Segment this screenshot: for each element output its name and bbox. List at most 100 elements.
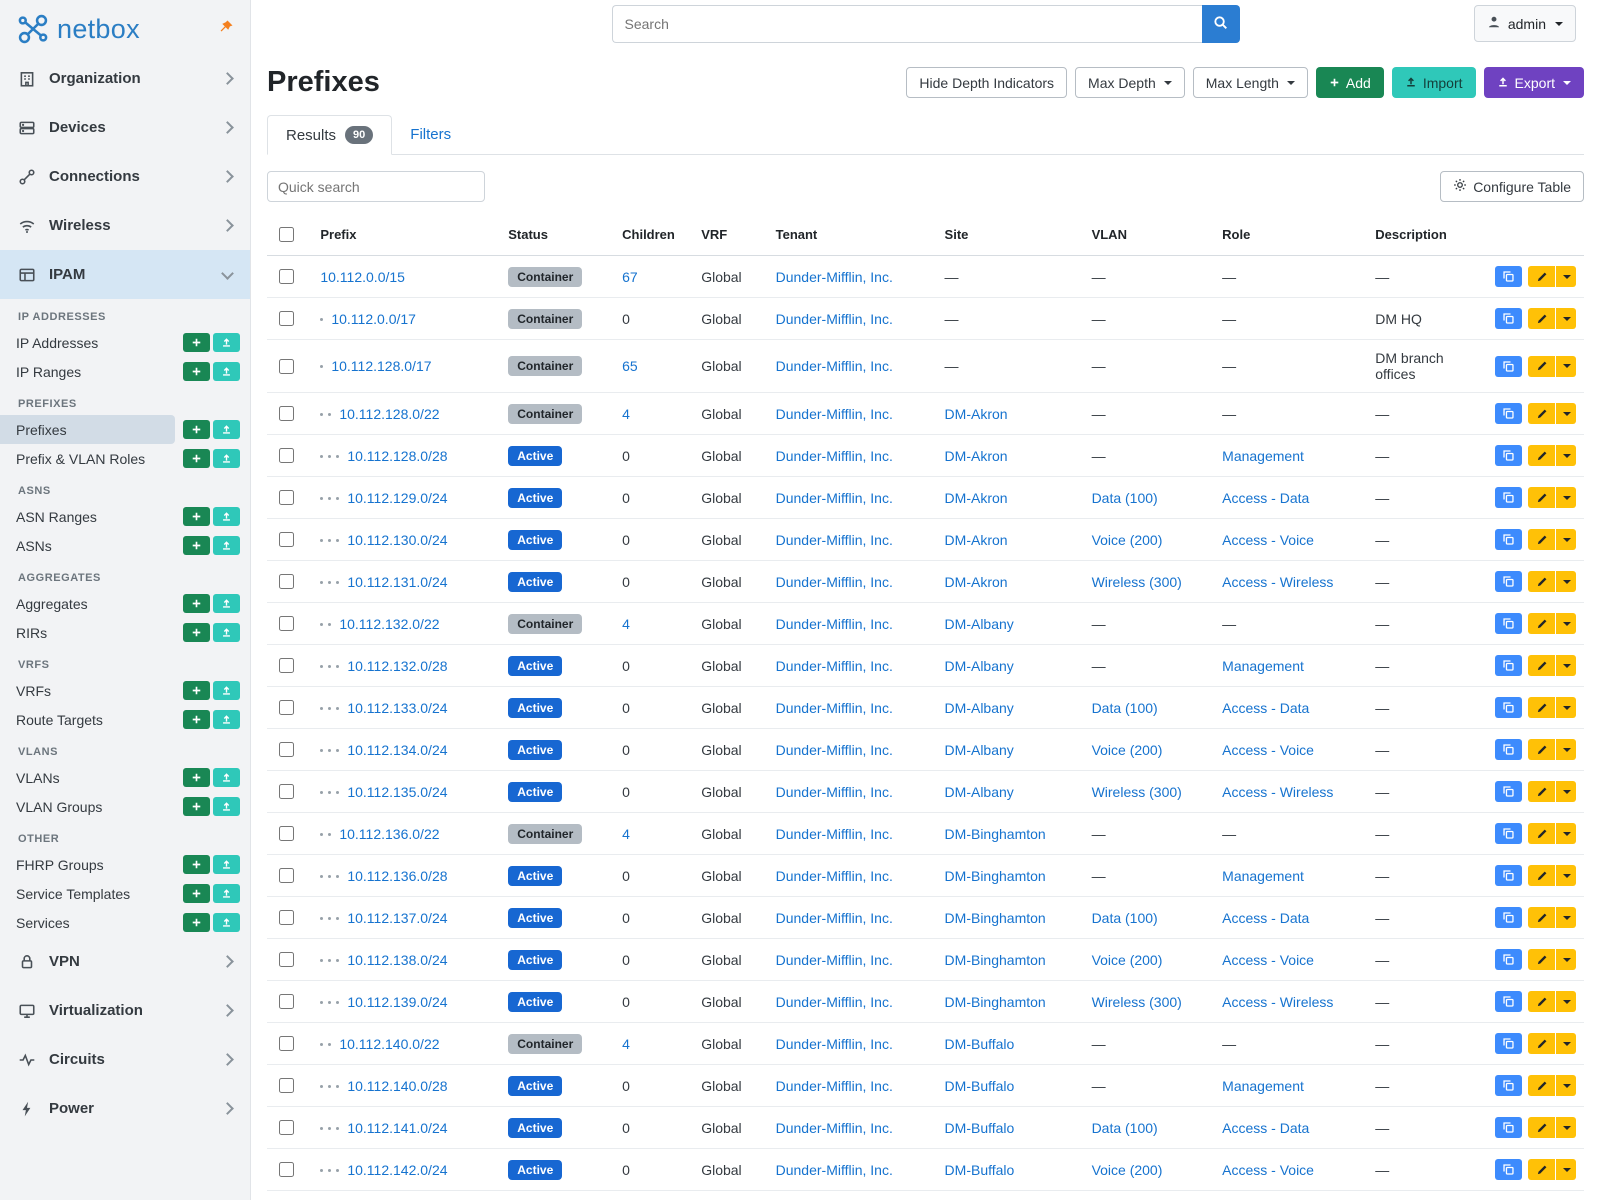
tenant-link[interactable]: Dunder-Mifflin, Inc. [775, 1077, 893, 1094]
copy-button[interactable] [1495, 823, 1522, 844]
copy-button[interactable] [1495, 403, 1522, 424]
copy-button[interactable] [1495, 487, 1522, 508]
prefix-link[interactable]: 10.112.128.0/28 [347, 447, 448, 464]
tenant-link[interactable]: Dunder-Mifflin, Inc. [775, 909, 893, 926]
row-checkbox[interactable] [279, 490, 294, 505]
edit-button[interactable] [1528, 1033, 1555, 1054]
edit-button[interactable] [1528, 697, 1555, 718]
edit-button[interactable] [1528, 1075, 1555, 1096]
edit-button[interactable] [1528, 529, 1555, 550]
quick-import-button[interactable] [213, 884, 240, 903]
sidebar-item-circuits[interactable]: Circuits [0, 1035, 250, 1084]
copy-button[interactable] [1495, 266, 1522, 287]
quick-import-button[interactable] [213, 623, 240, 642]
tenant-link[interactable]: Dunder-Mifflin, Inc. [775, 489, 893, 506]
site-link[interactable]: DM-Buffalo [944, 1119, 1015, 1136]
children-count-link[interactable]: 67 [622, 268, 638, 285]
sidebar-item-ipam[interactable]: IPAM [0, 250, 250, 299]
sidebar-item-prefixes[interactable]: Prefixes [0, 415, 175, 444]
role-link[interactable]: Access - Wireless [1222, 573, 1334, 590]
edit-button[interactable] [1528, 865, 1555, 886]
children-count-link[interactable]: 4 [622, 615, 630, 632]
copy-button[interactable] [1495, 445, 1522, 466]
prefix-link[interactable]: 10.112.133.0/24 [347, 699, 448, 716]
children-count-link[interactable]: 4 [622, 1035, 630, 1052]
row-checkbox[interactable] [279, 574, 294, 589]
sidebar-item-route-targets[interactable]: Route Targets [16, 711, 103, 728]
role-link[interactable]: Access - Data [1222, 909, 1310, 926]
site-link[interactable]: DM-Akron [944, 447, 1008, 464]
prefix-link[interactable]: 10.112.129.0/24 [347, 489, 448, 506]
quick-add-button[interactable] [183, 884, 210, 903]
tenant-link[interactable]: Dunder-Mifflin, Inc. [775, 573, 893, 590]
export-dropdown[interactable]: Export [1483, 67, 1584, 98]
tenant-link[interactable]: Dunder-Mifflin, Inc. [775, 993, 893, 1010]
max-length-dropdown[interactable]: Max Length [1192, 67, 1308, 98]
site-link[interactable]: DM-Binghamton [944, 993, 1046, 1010]
edit-button[interactable] [1528, 781, 1555, 802]
quick-import-button[interactable] [213, 362, 240, 381]
quick-import-button[interactable] [213, 797, 240, 816]
sidebar-item-ip-ranges[interactable]: IP Ranges [16, 363, 82, 380]
vlan-link[interactable]: Voice (200) [1091, 1161, 1163, 1178]
edit-button[interactable] [1528, 739, 1555, 760]
copy-button[interactable] [1495, 613, 1522, 634]
role-link[interactable]: Management [1222, 867, 1304, 884]
copy-button[interactable] [1495, 308, 1522, 329]
tenant-link[interactable]: Dunder-Mifflin, Inc. [775, 825, 893, 842]
prefix-link[interactable]: 10.112.132.0/22 [339, 615, 440, 632]
edit-dropdown-button[interactable] [1556, 949, 1576, 970]
tenant-link[interactable]: Dunder-Mifflin, Inc. [775, 405, 893, 422]
prefix-link[interactable]: 10.112.141.0/24 [347, 1119, 448, 1136]
tenant-link[interactable]: Dunder-Mifflin, Inc. [775, 358, 893, 374]
edit-button[interactable] [1528, 355, 1555, 377]
row-checkbox[interactable] [279, 1120, 294, 1135]
tenant-link[interactable]: Dunder-Mifflin, Inc. [775, 447, 893, 464]
prefix-link[interactable]: 10.112.130.0/24 [347, 531, 448, 548]
site-link[interactable]: DM-Akron [944, 489, 1008, 506]
quick-add-button[interactable] [183, 855, 210, 874]
quick-add-button[interactable] [183, 623, 210, 642]
tab-results[interactable]: Results 90 [267, 115, 393, 155]
row-checkbox[interactable] [279, 868, 294, 883]
copy-button[interactable] [1495, 1033, 1522, 1054]
role-link[interactable]: Access - Data [1222, 699, 1310, 716]
edit-dropdown-button[interactable] [1556, 529, 1576, 550]
vlan-link[interactable]: Data (100) [1091, 699, 1158, 716]
max-depth-dropdown[interactable]: Max Depth [1075, 67, 1185, 98]
sidebar-item-connections[interactable]: Connections [0, 152, 250, 201]
vlan-link[interactable]: Data (100) [1091, 1119, 1158, 1136]
children-count-link[interactable]: 4 [622, 825, 630, 842]
site-link[interactable]: DM-Albany [944, 699, 1014, 716]
edit-button[interactable] [1528, 823, 1555, 844]
tenant-link[interactable]: Dunder-Mifflin, Inc. [775, 615, 893, 632]
prefix-link[interactable]: 10.112.128.0/17 [331, 358, 432, 374]
site-link[interactable]: DM-Binghamton [944, 825, 1046, 842]
edit-button[interactable] [1528, 308, 1555, 329]
quick-import-button[interactable] [213, 420, 240, 439]
edit-dropdown-button[interactable] [1556, 655, 1576, 676]
edit-button[interactable] [1528, 445, 1555, 466]
sidebar-item-rirs[interactable]: RIRs [16, 624, 48, 641]
sidebar-item-ip-addresses[interactable]: IP Addresses [16, 334, 99, 351]
edit-button[interactable] [1528, 487, 1555, 508]
quick-add-button[interactable] [183, 536, 210, 555]
site-link[interactable]: DM-Akron [944, 573, 1008, 590]
prefix-link[interactable]: 10.112.128.0/22 [339, 405, 440, 422]
edit-dropdown-button[interactable] [1556, 355, 1576, 377]
edit-button[interactable] [1528, 613, 1555, 634]
quick-add-button[interactable] [183, 449, 210, 468]
sidebar-item-asns[interactable]: ASNs [16, 537, 52, 554]
sidebar-item-wireless[interactable]: Wireless [0, 201, 250, 250]
edit-dropdown-button[interactable] [1556, 445, 1576, 466]
children-count-link[interactable]: 65 [622, 358, 638, 374]
quick-add-button[interactable] [183, 362, 210, 381]
edit-button[interactable] [1528, 1117, 1555, 1138]
edit-button[interactable] [1528, 403, 1555, 424]
tenant-link[interactable]: Dunder-Mifflin, Inc. [775, 531, 893, 548]
sidebar-item-asn-ranges[interactable]: ASN Ranges [16, 508, 97, 525]
copy-button[interactable] [1495, 991, 1522, 1012]
tenant-link[interactable]: Dunder-Mifflin, Inc. [775, 657, 893, 674]
select-all-checkbox[interactable] [279, 227, 294, 242]
role-link[interactable]: Access - Voice [1222, 741, 1314, 758]
